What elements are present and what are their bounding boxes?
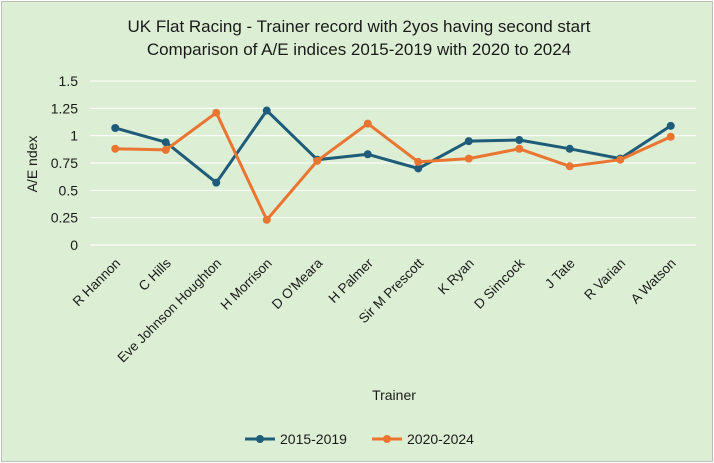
- x-tick-label: K Ryan: [435, 256, 477, 298]
- data-point: [464, 154, 473, 163]
- chart-title: UK Flat Racing - Trainer record with 2yo…: [128, 17, 591, 59]
- x-tick-label: D Simcock: [471, 255, 527, 311]
- data-point: [111, 124, 120, 133]
- data-point: [565, 162, 574, 171]
- x-tick-label: R Varian: [581, 256, 628, 303]
- data-point: [515, 136, 524, 145]
- data-point: [363, 119, 372, 128]
- series-line-2: [115, 111, 672, 222]
- chart-title-line-1: UK Flat Racing - Trainer record with 2yo…: [128, 17, 591, 36]
- data-point: [212, 178, 221, 187]
- x-tick-label: R Hannon: [70, 256, 124, 310]
- legend-label-1: 2015-2019: [280, 431, 347, 447]
- legend-marker-1: [256, 435, 264, 443]
- y-axis-ticks: 0 0.25 0.5 0.75 1 1.25 1.5: [51, 73, 78, 253]
- legend: 2015-2019 2020-2024: [245, 431, 474, 447]
- y-tick-label: 0.5: [59, 182, 79, 198]
- data-point: [262, 106, 271, 115]
- x-tick-label: H Morrison: [218, 256, 275, 313]
- data-point: [161, 145, 170, 154]
- data-point: [565, 144, 574, 153]
- data-point: [666, 132, 675, 141]
- x-tick-label: Eve Johnson Houghton: [115, 256, 225, 366]
- y-tick-label: 1.5: [59, 73, 79, 89]
- y-tick-label: 0: [70, 237, 78, 253]
- data-point: [414, 164, 423, 173]
- x-tick-label: H Palmer: [325, 255, 376, 306]
- data-point: [363, 150, 372, 159]
- y-tick-label: 1: [70, 128, 78, 144]
- x-tick-label: A Watson: [628, 256, 679, 307]
- data-point: [414, 157, 423, 166]
- series-lines: [111, 106, 675, 224]
- data-point: [515, 144, 524, 153]
- y-axis-title: A/E ndex: [24, 136, 40, 193]
- series-line-1: [114, 109, 672, 185]
- legend-label-2: 2020-2024: [407, 431, 474, 447]
- data-point: [111, 144, 120, 153]
- y-tick-label: 1.25: [51, 100, 78, 116]
- data-point: [666, 121, 675, 130]
- chart-title-line-2: Comparison of A/E indices 2015-2019 with…: [147, 40, 571, 59]
- legend-marker-2: [383, 435, 391, 443]
- x-axis-title: Trainer: [372, 387, 416, 403]
- x-tick-label: C Hills: [136, 255, 174, 293]
- x-tick-label: D O'Meara: [269, 255, 326, 312]
- data-point: [464, 137, 473, 146]
- x-tick-label: J Tate: [542, 256, 578, 292]
- data-point: [313, 156, 322, 165]
- data-point: [212, 108, 221, 117]
- y-tick-label: 0.25: [51, 210, 78, 226]
- data-point: [161, 138, 170, 147]
- y-tick-label: 0.75: [51, 155, 78, 171]
- data-point: [616, 155, 625, 164]
- data-point: [262, 215, 271, 224]
